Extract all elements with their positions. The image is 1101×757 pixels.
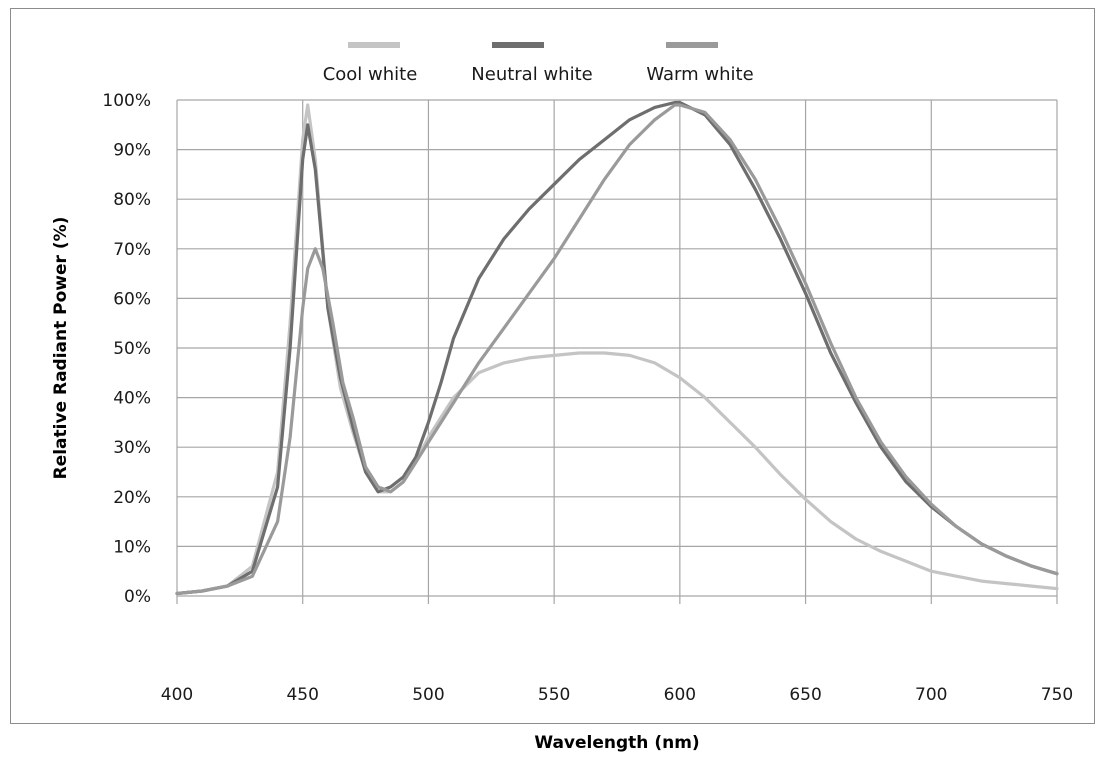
series-line-neutral-white [175, 100, 1059, 596]
x-tick-label: 450 [286, 685, 318, 705]
x-tick-label: 600 [664, 685, 696, 705]
legend-label-neutral-white: Neutral white [471, 64, 592, 85]
y-tick-label: 40% [113, 389, 151, 409]
legend-label-cool-white: Cool white [323, 64, 418, 85]
y-tick-label: 30% [113, 438, 151, 458]
x-tick-label: 650 [789, 685, 821, 705]
series-line-warm-white [175, 103, 1059, 596]
x-tick-label: 500 [412, 685, 444, 705]
y-tick-label: 0% [124, 587, 151, 607]
series-line-cool-white [175, 103, 1059, 596]
y-axis-title: Relative Radiant Power (%) [51, 217, 71, 480]
x-tick-label: 700 [915, 685, 947, 705]
y-tick-label: 50% [113, 339, 151, 359]
gridlines [176, 99, 1058, 604]
x-tick-label: 400 [161, 685, 193, 705]
y-tick-label: 60% [113, 289, 151, 309]
legend-label-warm-white: Warm white [646, 64, 753, 85]
y-tick-label: 10% [113, 537, 151, 557]
y-tick-label: 70% [113, 240, 151, 260]
chart-frame [10, 8, 1095, 724]
x-axis-title: Wavelength (nm) [534, 733, 699, 753]
y-tick-label: 80% [113, 190, 151, 210]
y-tick-label: 90% [113, 141, 151, 161]
series-lines [175, 100, 1059, 596]
x-tick-label: 750 [1041, 685, 1073, 705]
y-axis-ticks: 0% 10% 20% 30% 40% 50% 60% 70% 80% 90% 100% [102, 91, 151, 607]
x-axis-ticks: 400 450 500 550 600 650 700 750 [161, 685, 1073, 705]
legend: Cool white Neutral white Warm white [323, 42, 754, 85]
y-tick-label: 20% [113, 488, 151, 508]
y-tick-label: 100% [102, 91, 151, 111]
x-tick-label: 550 [538, 685, 570, 705]
